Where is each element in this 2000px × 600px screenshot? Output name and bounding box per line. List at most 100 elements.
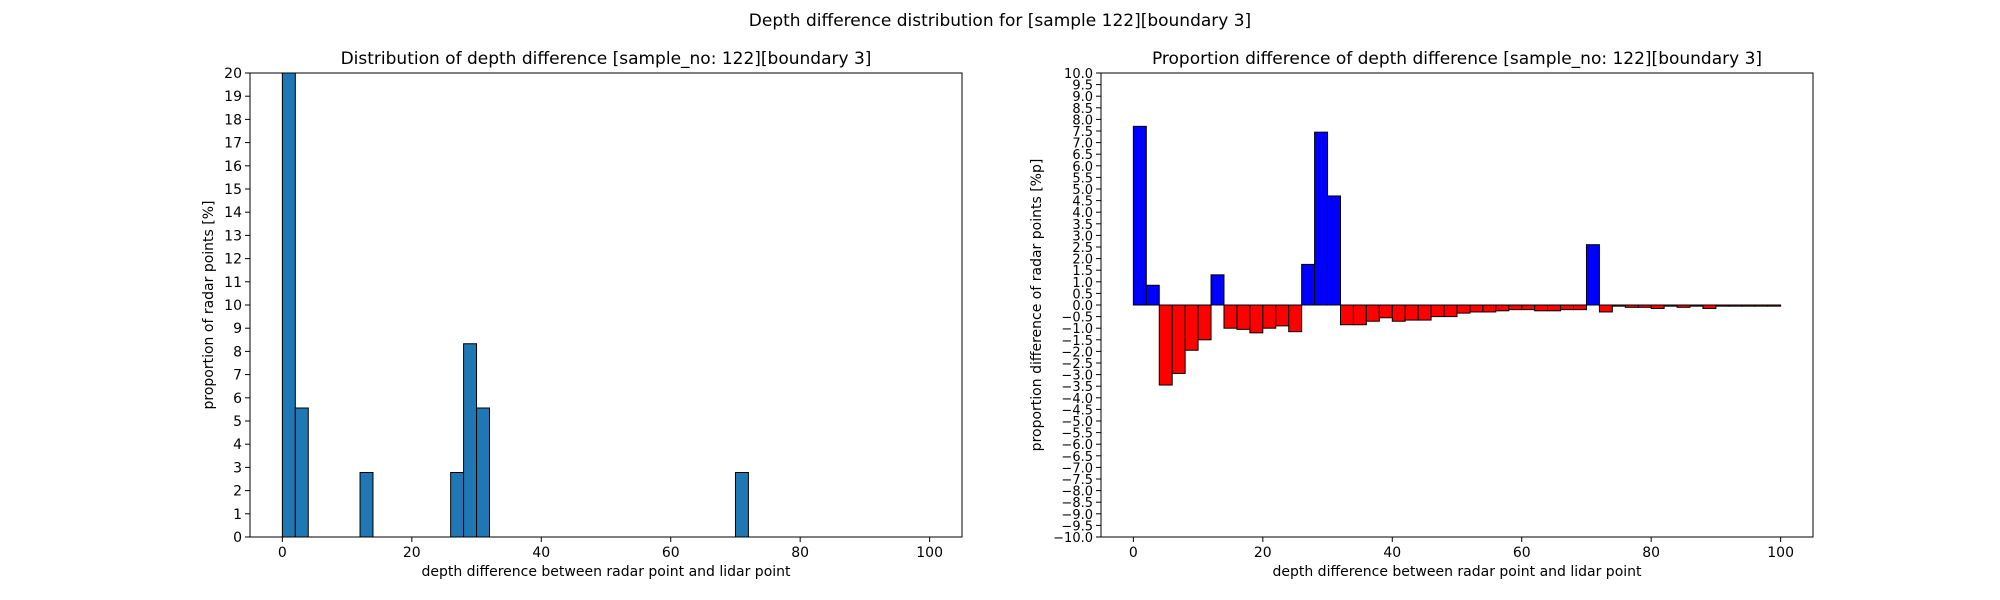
proportion-difference-bar xyxy=(1197,304,1212,341)
proportion-difference-y-tick-label: 1.5 xyxy=(1072,264,1093,279)
distribution-y-tick-label: 4 xyxy=(233,437,242,453)
proportion-difference-y-tick-label: −3.5 xyxy=(1061,380,1093,395)
proportion-difference-y-tick-label: 3.5 xyxy=(1072,218,1093,233)
proportion-difference-bar xyxy=(1132,125,1147,306)
proportion-difference-axis-ticks: 0 20 40 60 80 100 −10.0−9.5−9.0−8.5−8.0−7.5−7.… xyxy=(1053,67,1794,561)
proportion-difference-bar xyxy=(1184,304,1199,351)
proportion-difference-chart-xlabel: depth difference between radar point and… xyxy=(1272,564,1642,580)
distribution-bar xyxy=(359,472,374,538)
proportion-difference-bar xyxy=(1702,304,1717,309)
proportion-difference-bar xyxy=(1624,304,1639,308)
proportion-difference-bar xyxy=(1443,304,1458,318)
proportion-difference-bar xyxy=(1301,263,1316,306)
distribution-bar xyxy=(734,472,749,538)
proportion-difference-bar xyxy=(1689,304,1704,307)
proportion-difference-y-tick-label: 7.5 xyxy=(1072,125,1093,140)
proportion-difference-bar xyxy=(1365,304,1380,322)
proportion-difference-bar xyxy=(1573,304,1587,311)
distribution-x-tick-label: 100 xyxy=(916,545,943,561)
proportion-difference-bars xyxy=(1132,125,1782,386)
distribution-y-tick-label: 15 xyxy=(224,182,242,198)
distribution-bar xyxy=(463,343,478,538)
proportion-difference-y-tick-label: −4.5 xyxy=(1061,403,1093,418)
distribution-chart-xlabel: depth difference between radar point and… xyxy=(421,564,791,580)
proportion-difference-bar xyxy=(1663,304,1678,307)
distribution-bar xyxy=(294,407,309,538)
proportion-difference-bar xyxy=(1288,304,1303,333)
proportion-difference-bar xyxy=(1275,304,1290,327)
proportion-difference-bar xyxy=(1495,304,1510,312)
proportion-difference-y-tick-label: −2.0 xyxy=(1061,345,1093,360)
proportion-difference-bar xyxy=(1236,304,1251,330)
proportion-difference-bar xyxy=(1456,304,1471,314)
proportion-difference-bar xyxy=(1145,284,1160,306)
distribution-bar xyxy=(450,472,465,538)
proportion-difference-bar xyxy=(1210,274,1225,306)
distribution-x-tick-label: 40 xyxy=(532,545,550,561)
distribution-y-tick-label: 14 xyxy=(224,205,242,221)
proportion-difference-y-tick-label: 9.5 xyxy=(1072,79,1093,94)
proportion-difference-bar xyxy=(1417,304,1432,321)
proportion-difference-bar xyxy=(1404,304,1419,321)
proportion-difference-y-tick-label: 8.0 xyxy=(1072,113,1093,128)
proportion-difference-y-tick-label: −9.5 xyxy=(1061,519,1093,534)
distribution-y-tick-label: 0 xyxy=(233,530,242,546)
proportion-difference-y-tick-label: −4.0 xyxy=(1061,392,1093,407)
proportion-difference-y-tick-label: −10.0 xyxy=(1053,531,1093,546)
proportion-difference-y-tick-label: 6.0 xyxy=(1072,160,1093,175)
proportion-difference-y-tick-label: −9.0 xyxy=(1061,508,1093,523)
proportion-difference-bar xyxy=(1391,304,1406,322)
distribution-x-tick-label: 80 xyxy=(791,545,809,561)
proportion-difference-y-tick-label: −7.5 xyxy=(1061,473,1093,488)
distribution-chart-ylabel: proportion of radar points [%] xyxy=(201,200,217,409)
proportion-difference-x-tick-label: 80 xyxy=(1642,545,1660,561)
distribution-bar xyxy=(476,407,490,538)
proportion-difference-bar xyxy=(1676,304,1691,308)
proportion-difference-bar xyxy=(1754,304,1769,307)
distribution-y-tick-label: 2 xyxy=(233,484,242,500)
proportion-difference-y-tick-label: −3.0 xyxy=(1061,369,1093,384)
proportion-difference-y-tick-label: 5.0 xyxy=(1072,183,1093,198)
proportion-difference-bar xyxy=(1378,304,1393,319)
distribution-y-tick-label: 12 xyxy=(224,252,242,268)
distribution-bar xyxy=(281,72,296,538)
proportion-difference-bar xyxy=(1352,304,1367,326)
distribution-x-tick-label: 60 xyxy=(662,545,680,561)
proportion-difference-x-tick-label: 20 xyxy=(1254,545,1272,561)
proportion-difference-y-tick-label: 0.0 xyxy=(1072,299,1093,314)
proportion-difference-chart-ylabel: proportion difference of radar points [%… xyxy=(1029,159,1045,452)
distribution-y-tick-label: 6 xyxy=(233,391,242,407)
proportion-difference-bar xyxy=(1469,304,1484,313)
distribution-y-tick-label: 13 xyxy=(224,228,242,244)
distribution-y-tick-label: 10 xyxy=(224,298,242,314)
proportion-difference-y-tick-label: 5.5 xyxy=(1072,171,1093,186)
distribution-x-tick-label: 0 xyxy=(278,545,287,561)
proportion-difference-bar xyxy=(1223,304,1238,329)
proportion-difference-y-tick-label: −8.0 xyxy=(1061,485,1093,500)
proportion-difference-y-tick-label: 1.0 xyxy=(1072,276,1093,291)
proportion-difference-y-tick-label: −0.5 xyxy=(1061,311,1093,326)
distribution-y-tick-label: 7 xyxy=(233,368,242,384)
proportion-difference-y-tick-label: −1.5 xyxy=(1061,334,1093,349)
distribution-y-tick-label: 20 xyxy=(224,66,242,82)
distribution-y-tick-label: 11 xyxy=(224,275,242,291)
proportion-difference-y-tick-label: −1.0 xyxy=(1061,322,1093,337)
proportion-difference-y-tick-label: −2.5 xyxy=(1061,357,1093,372)
proportion-difference-y-tick-label: −6.0 xyxy=(1061,438,1093,453)
proportion-difference-bar xyxy=(1534,304,1549,312)
distribution-x-tick-label: 20 xyxy=(403,545,421,561)
proportion-difference-bar xyxy=(1560,304,1575,311)
proportion-difference-y-tick-label: −5.0 xyxy=(1061,415,1093,430)
proportion-difference-bar xyxy=(1482,304,1497,313)
proportion-difference-y-tick-label: 9.0 xyxy=(1072,90,1093,105)
proportion-difference-bar xyxy=(1598,304,1613,313)
distribution-y-tick-label: 18 xyxy=(224,112,242,128)
proportion-difference-bar xyxy=(1430,304,1445,318)
distribution-y-tick-label: 17 xyxy=(224,136,242,152)
proportion-difference-y-tick-label: 0.5 xyxy=(1072,287,1093,302)
proportion-difference-bar xyxy=(1521,304,1536,311)
distribution-y-tick-label: 19 xyxy=(224,89,242,105)
proportion-difference-bar xyxy=(1611,304,1626,307)
proportion-difference-bar xyxy=(1158,304,1173,386)
proportion-difference-chart: Proportion difference of depth differenc… xyxy=(1029,49,1814,580)
